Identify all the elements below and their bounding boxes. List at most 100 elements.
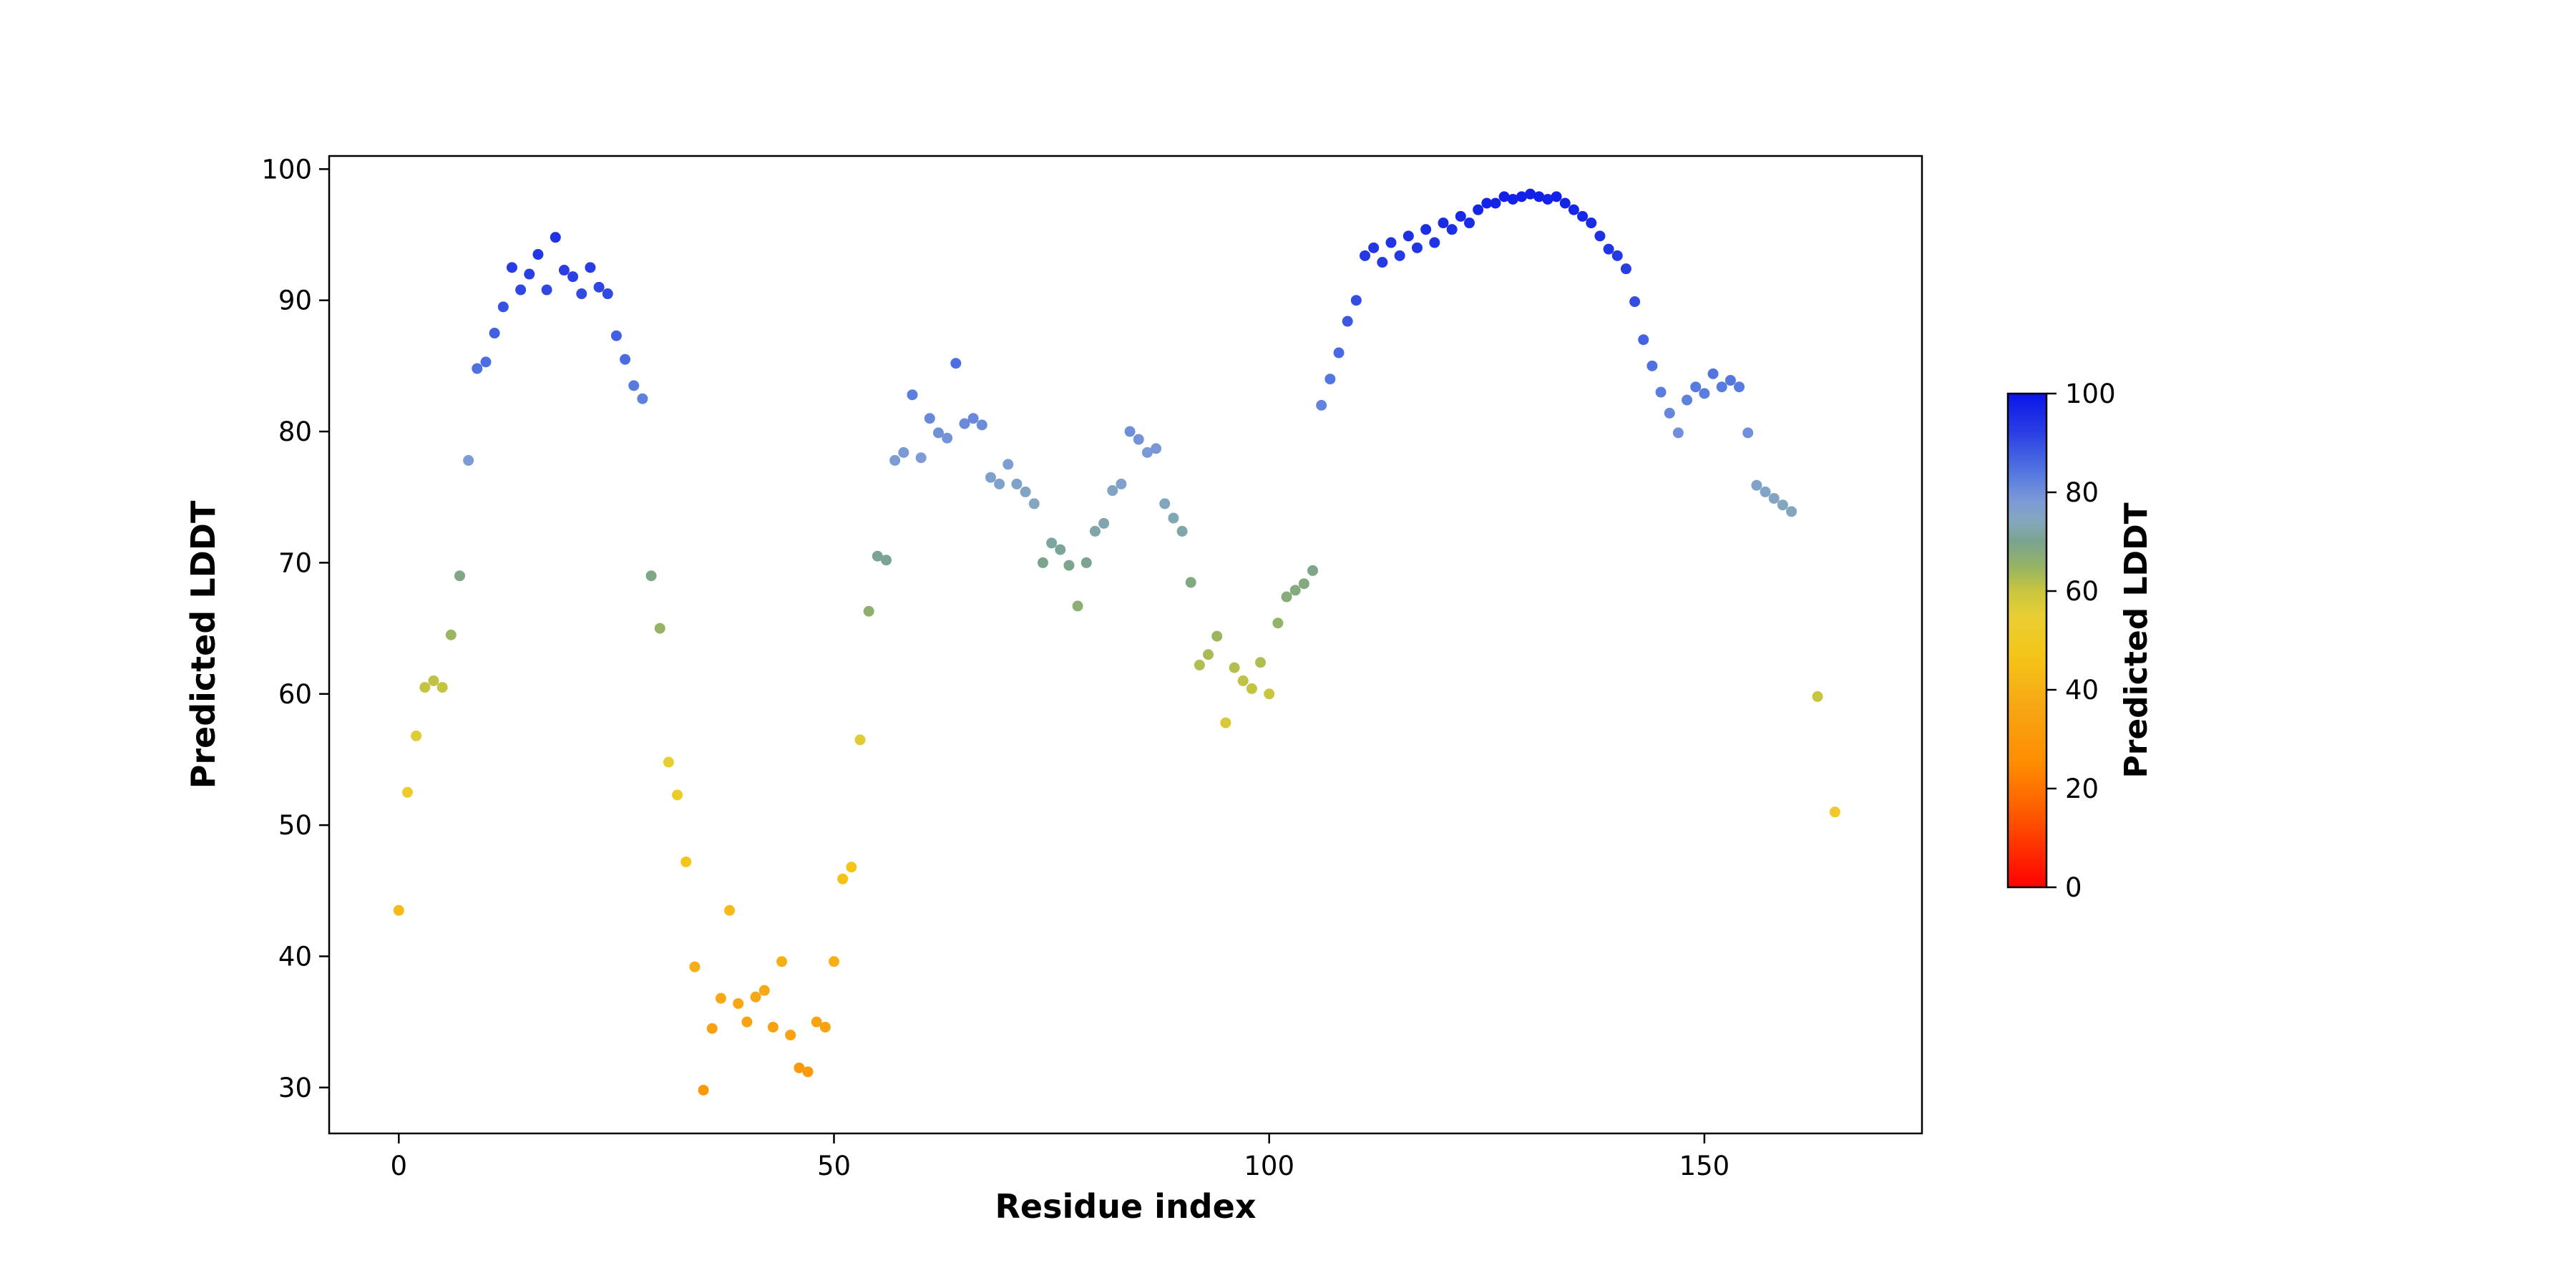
data-point <box>1724 375 1736 386</box>
data-point <box>1316 399 1327 411</box>
colorbar-tick-label: 100 <box>2065 379 2116 409</box>
data-point <box>1377 257 1388 268</box>
data-point <box>1525 188 1536 200</box>
data-point <box>532 249 544 260</box>
data-point <box>1829 806 1840 818</box>
x-tick-label: 100 <box>1244 1151 1294 1181</box>
data-point <box>645 570 657 582</box>
x-tick-label: 50 <box>817 1151 851 1181</box>
data-point <box>994 478 1005 489</box>
data-point <box>1402 230 1414 242</box>
data-point <box>1786 506 1797 517</box>
data-point <box>1507 194 1518 205</box>
data-point <box>620 353 631 365</box>
data-point <box>715 992 726 1004</box>
data-point <box>1360 250 1371 261</box>
scatter-points <box>393 188 1840 1096</box>
data-point <box>1281 591 1292 602</box>
data-point <box>1594 230 1606 242</box>
data-point <box>445 629 457 640</box>
data-point <box>1463 218 1475 229</box>
data-point <box>1664 407 1675 419</box>
data-point <box>1220 717 1231 728</box>
data-point <box>750 991 761 1002</box>
data-point <box>689 961 701 972</box>
x-tick-label: 0 <box>391 1151 408 1181</box>
data-point <box>1490 197 1501 209</box>
data-point <box>1690 381 1702 393</box>
data-point <box>1124 426 1136 437</box>
data-point <box>1394 250 1405 261</box>
data-point <box>880 555 892 566</box>
data-point <box>1072 600 1083 612</box>
data-point <box>724 904 736 916</box>
y-tick-label: 80 <box>278 416 312 447</box>
data-point <box>829 956 840 967</box>
data-point <box>1542 194 1553 205</box>
data-point <box>1586 218 1597 229</box>
data-point <box>1011 478 1023 489</box>
data-point <box>698 1084 709 1096</box>
data-point <box>776 956 788 967</box>
data-point <box>1255 657 1267 668</box>
data-point <box>758 985 770 996</box>
data-point <box>419 682 431 693</box>
data-point <box>1055 544 1066 555</box>
data-point <box>1498 191 1510 203</box>
colorbar-gradient <box>2008 394 2046 887</box>
data-point <box>1368 242 1380 253</box>
data-point <box>411 730 422 741</box>
data-point <box>1333 347 1345 358</box>
data-point <box>1089 525 1101 537</box>
data-point <box>794 1062 805 1073</box>
data-point <box>785 1029 796 1040</box>
data-point <box>1107 485 1118 497</box>
data-point <box>1577 210 1589 222</box>
axes-frame <box>328 155 1923 1135</box>
data-point <box>680 856 692 867</box>
data-point <box>1603 243 1614 255</box>
y-tick-label: 90 <box>278 286 312 316</box>
data-point <box>1446 224 1458 235</box>
colorbar: 0 20 40 60 80 100 Predicted LDDT <box>2006 379 2155 903</box>
data-point <box>1734 381 1745 393</box>
data-point <box>1716 381 1727 393</box>
data-point <box>1246 683 1257 694</box>
data-point <box>541 284 552 296</box>
data-point <box>1812 691 1823 702</box>
colorbar-label: Predicted LDDT <box>2118 502 2155 778</box>
data-point <box>932 427 944 439</box>
data-point <box>706 1023 718 1034</box>
data-point <box>454 570 465 582</box>
data-point <box>480 356 492 368</box>
data-point <box>524 268 535 280</box>
y-tick-label: 30 <box>278 1073 312 1103</box>
data-point <box>1411 242 1423 253</box>
data-point <box>1350 295 1362 306</box>
y-axis: 30 40 50 60 70 80 90 100 <box>261 154 329 1103</box>
data-point <box>593 281 605 293</box>
data-point <box>1568 204 1579 215</box>
data-point <box>1151 443 1162 454</box>
data-point <box>393 904 404 916</box>
data-point <box>1324 374 1336 385</box>
data-point <box>959 418 970 429</box>
data-point <box>846 862 857 873</box>
y-tick-label: 60 <box>278 679 312 710</box>
data-point <box>1168 512 1179 524</box>
data-point <box>1707 368 1719 379</box>
data-point <box>558 265 570 276</box>
colorbar-tick-label: 20 <box>2065 774 2099 804</box>
data-point <box>489 328 500 339</box>
data-point <box>1272 618 1284 629</box>
data-point <box>1185 577 1196 588</box>
data-point <box>1194 659 1205 670</box>
data-point <box>915 452 927 464</box>
data-point <box>567 271 579 283</box>
data-point <box>1063 560 1075 571</box>
data-point <box>1777 499 1788 511</box>
data-point <box>672 789 683 801</box>
data-point <box>550 232 561 243</box>
data-point <box>1141 447 1153 458</box>
